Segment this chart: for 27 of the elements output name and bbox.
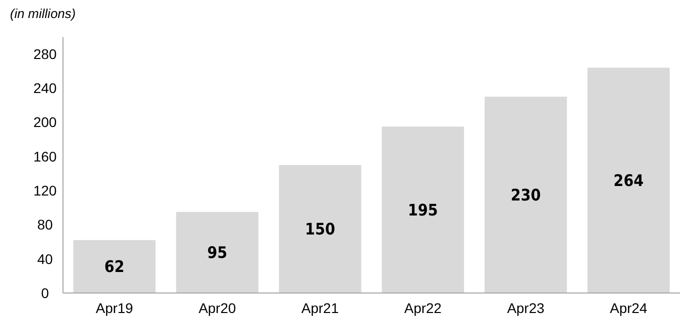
x-tick-label: Apr20 bbox=[198, 300, 236, 316]
data-label: 195 bbox=[408, 200, 438, 220]
data-label: 95 bbox=[207, 243, 228, 262]
x-tick-label: Apr19 bbox=[96, 300, 134, 316]
x-tick-label: Apr21 bbox=[301, 300, 339, 316]
x-tick-label: Apr23 bbox=[507, 300, 545, 316]
x-tick-label: Apr24 bbox=[610, 300, 648, 316]
x-tick-label: Apr22 bbox=[404, 300, 442, 316]
bar bbox=[278, 165, 362, 293]
bar bbox=[176, 212, 258, 293]
bar bbox=[382, 126, 464, 293]
y-tick-label: 160 bbox=[33, 148, 57, 164]
y-tick-label: 280 bbox=[33, 46, 57, 62]
data-label: 230 bbox=[510, 185, 541, 204]
y-tick-label: 120 bbox=[33, 182, 57, 198]
y-tick-label: 200 bbox=[33, 114, 57, 130]
y-tick-label: 80 bbox=[37, 216, 53, 233]
y-tick-label: 240 bbox=[33, 80, 57, 96]
bar bbox=[484, 96, 567, 293]
y-axis-title: (in millions) bbox=[10, 6, 76, 21]
y-tick-label: 40 bbox=[37, 250, 53, 267]
bar bbox=[73, 240, 156, 293]
data-label: 150 bbox=[305, 220, 336, 239]
y-tick-label: 0 bbox=[41, 284, 50, 301]
bar bbox=[587, 68, 670, 293]
data-label: 264 bbox=[614, 170, 644, 190]
data-label: 62 bbox=[104, 257, 124, 276]
